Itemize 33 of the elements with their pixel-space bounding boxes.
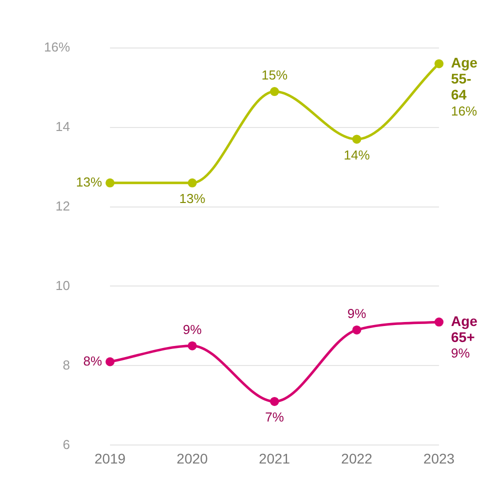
data-label: 13% — [179, 190, 206, 206]
y-tick-label: 16% — [44, 39, 70, 54]
data-label: 14% — [344, 147, 370, 162]
point — [188, 341, 197, 350]
x-tick-label: 2019 — [94, 450, 126, 466]
data-label: 15% — [261, 68, 288, 83]
y-tick-label: 14 — [56, 118, 70, 134]
y-tick-label: 10 — [56, 278, 70, 293]
point — [434, 59, 444, 68]
series-label: Age 55-64 — [451, 54, 478, 103]
data-label: 9% — [182, 322, 202, 337]
x-tick-label: 2021 — [258, 450, 290, 466]
y-tick-label: 12 — [56, 198, 70, 214]
point — [270, 87, 280, 96]
data-label: 7% — [265, 410, 284, 425]
data-label: 13% — [76, 174, 102, 190]
point — [106, 178, 115, 188]
point — [270, 396, 280, 406]
point — [352, 134, 362, 144]
y-tick-label: 6 — [62, 436, 70, 452]
data-label: 8% — [83, 353, 102, 368]
x-tick-label: 2022 — [341, 450, 373, 466]
point — [106, 357, 115, 366]
point — [188, 178, 197, 188]
data-label: 9% — [347, 306, 367, 322]
series-label: Age 65+ — [451, 312, 478, 345]
y-tick-label: 8 — [62, 357, 70, 372]
point — [352, 325, 362, 334]
data-label: 9% — [451, 346, 470, 361]
x-tick-label: 2020 — [176, 450, 208, 466]
data-label: 16% — [451, 103, 478, 118]
x-tick-label: 2023 — [423, 450, 455, 466]
point — [434, 318, 444, 327]
